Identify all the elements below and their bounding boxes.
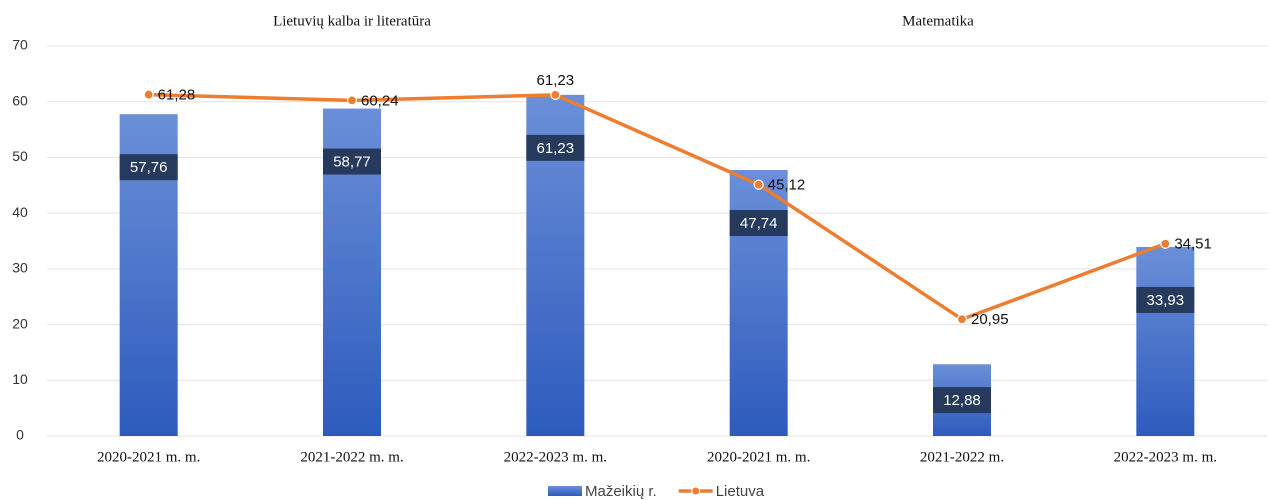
legend-swatch	[548, 486, 582, 496]
bar-value-text: 57,76	[130, 159, 168, 176]
label-box	[526, 134, 585, 161]
label-box	[729, 210, 788, 237]
y-tick-label: 40	[12, 204, 28, 220]
x-tick-label: 2020-2021 m. m.	[707, 449, 810, 465]
legend-label: Mažeikių r.	[585, 483, 657, 500]
line-marker	[550, 89, 561, 100]
line-value-label: 45,12	[768, 177, 806, 194]
y-tick-label: 30	[12, 260, 28, 276]
group-title: Lietuvių kalba ir literatūra	[273, 13, 431, 29]
legend-marker	[691, 486, 701, 496]
line-value-label: 20,95	[971, 311, 1009, 328]
y-tick-label: 70	[12, 37, 28, 53]
bar	[729, 170, 788, 436]
bar-value-text: 12,88	[943, 392, 981, 409]
bar-value-label: 47,74	[729, 210, 788, 237]
line-marker	[956, 314, 968, 325]
line-value-label: 61,28	[158, 87, 196, 104]
legend-label: Lietuva	[716, 483, 765, 500]
line-marker	[753, 179, 764, 190]
line-value-label: 61,23	[537, 72, 575, 89]
x-tick-label: 2021-2022 m.	[920, 449, 1004, 465]
line-marker	[1160, 238, 1171, 249]
y-tick-label: 10	[12, 371, 28, 387]
line-marker	[346, 95, 358, 106]
line-value-label: 60,24	[361, 92, 399, 109]
bar-value-label: 33,93	[1136, 286, 1195, 313]
line	[148, 92, 1166, 322]
bar	[1136, 246, 1195, 436]
y-tick-label: 0	[16, 427, 24, 443]
bar-value-text: 33,93	[1147, 292, 1185, 309]
label-box	[1136, 286, 1195, 313]
legend-item: Mažeikių r.	[548, 483, 657, 500]
bar-value-label: 57,76	[119, 154, 178, 181]
line-marker	[143, 89, 154, 100]
bar-value-text: 47,74	[740, 215, 778, 232]
x-tick-label: 2022-2023 m. m.	[1114, 449, 1217, 465]
bar-value-label: 12,88	[933, 387, 991, 414]
label-box	[119, 154, 178, 181]
bar-value-text: 61,23	[537, 140, 575, 157]
x-tick-label: 2021-2022 m. m.	[300, 449, 403, 465]
bar-value-label: 61,23	[526, 134, 585, 161]
label-box	[323, 148, 381, 175]
bar-value-label: 58,77	[323, 148, 381, 175]
legend-item: Lietuva	[678, 483, 765, 500]
x-tick-label: 2022-2023 m. m.	[504, 449, 607, 465]
y-tick-label: 20	[12, 315, 28, 331]
bar-value-text: 58,77	[333, 154, 371, 171]
label-box	[933, 387, 991, 414]
y-tick-label: 50	[12, 148, 28, 164]
group-title: Matematika	[902, 13, 974, 29]
x-tick-label: 2020-2021 m. m.	[97, 449, 200, 465]
y-tick-label: 60	[12, 92, 28, 108]
line-value-label: 34,51	[1174, 236, 1212, 253]
